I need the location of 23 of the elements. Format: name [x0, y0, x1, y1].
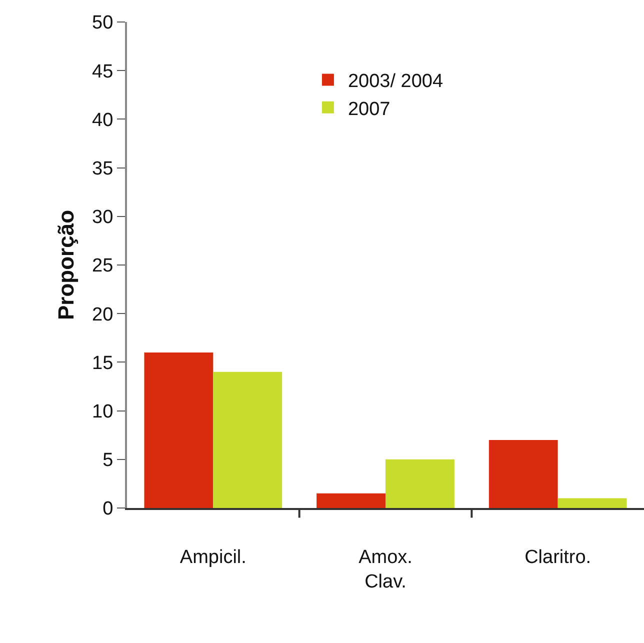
x-tick-label: Amox. Clav.: [358, 546, 412, 592]
y-tick-label: 0: [102, 498, 114, 520]
y-tick-label: 5: [102, 450, 114, 472]
bar: [386, 459, 454, 508]
y-tick-label: 45: [92, 61, 114, 82]
bar: [558, 498, 627, 508]
y-tick-label: 35: [92, 158, 114, 180]
y-tick-label: 15: [92, 352, 114, 374]
y-tick-label: 30: [92, 207, 114, 228]
y-tick-label: 10: [92, 401, 114, 422]
bar: [488, 440, 558, 508]
y-tick-label: 50: [92, 12, 114, 34]
x-tick-label: Claritro.: [524, 546, 592, 568]
y-tick-label: 40: [92, 110, 114, 131]
bar: [213, 372, 282, 508]
y-tick-label: 25: [92, 256, 114, 277]
bar: [144, 352, 214, 508]
legend-label: 2007: [348, 98, 390, 120]
bar: [316, 493, 386, 508]
legend-label: 2003/ 2004: [348, 71, 444, 92]
y-tick-label: 20: [92, 304, 114, 326]
x-tick-label: Ampicil.: [180, 546, 246, 568]
y-axis-title: Proporção: [53, 210, 78, 320]
